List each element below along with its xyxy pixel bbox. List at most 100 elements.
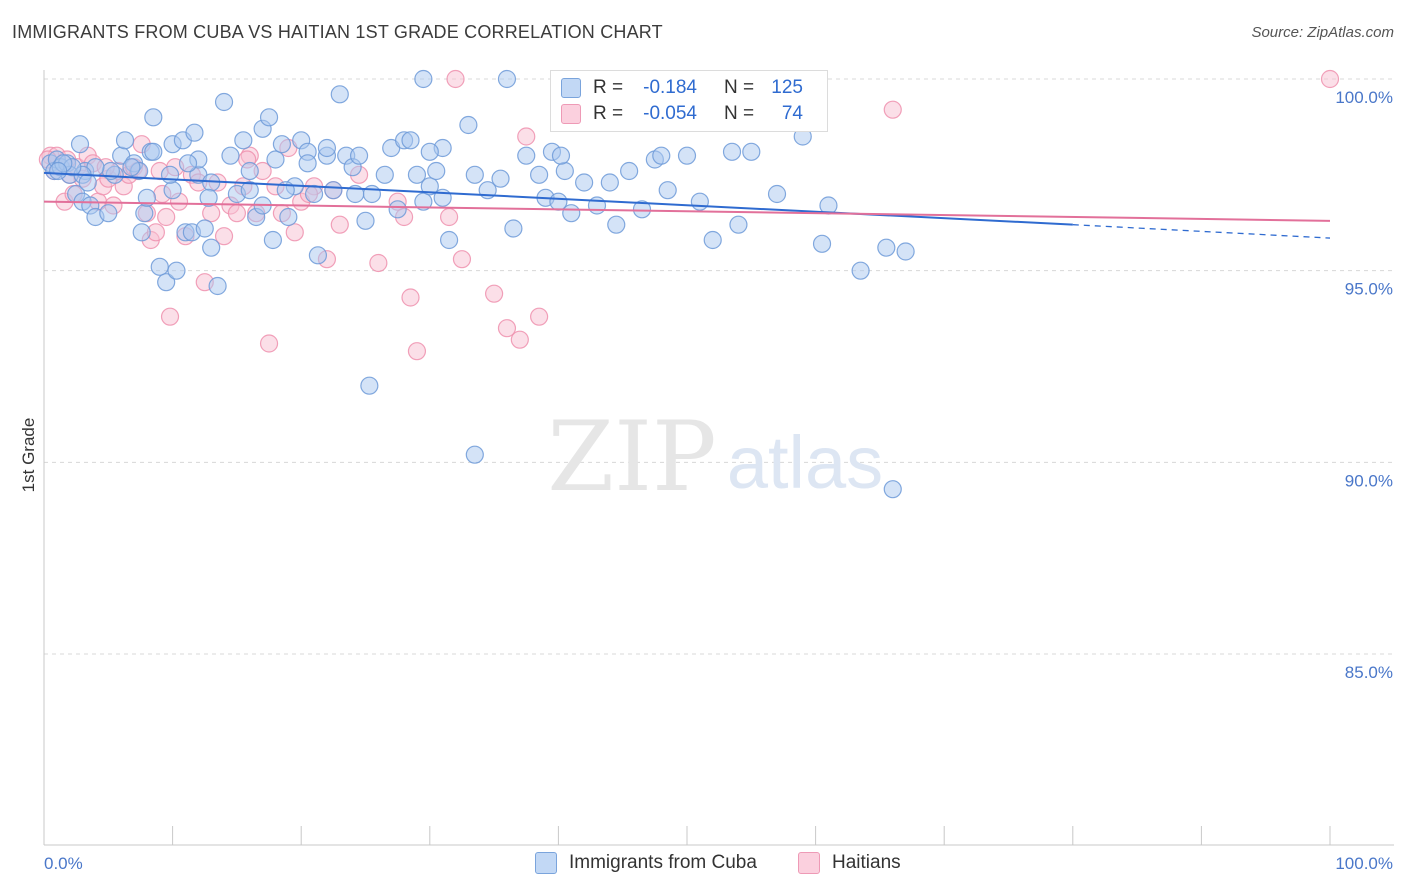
y-tick-label: 100.0% <box>1335 88 1393 107</box>
legend-r-label: R = <box>593 103 624 124</box>
cuba-point <box>144 108 163 127</box>
legend-item-cuba: Immigrants from Cuba <box>535 852 757 874</box>
cuba-point <box>178 154 198 173</box>
legend-label-haiti: Haitians <box>832 852 901 873</box>
legend-label-cuba: Immigrants from Cuba <box>569 852 757 873</box>
legend-swatch-haiti <box>561 104 581 124</box>
y-tick-label: 85.0% <box>1345 663 1393 682</box>
cuba-point <box>551 146 571 165</box>
haiti-point <box>510 330 529 349</box>
legend-n-label: N = <box>723 77 755 98</box>
cuba-point <box>420 177 439 196</box>
cuba-point <box>132 223 151 242</box>
cuba-point <box>304 184 324 204</box>
axis-layer: 85.0% 90.0% 95.0% 100.0% 0.0% 100.0% <box>43 70 1394 873</box>
cuba-point <box>575 173 594 192</box>
legend-n-value: 74 <box>781 103 803 124</box>
cuba-point <box>491 169 510 188</box>
cuba-point <box>607 215 626 234</box>
cuba-point <box>690 192 709 211</box>
cuba-point <box>240 181 259 200</box>
series-legend: Immigrants from Cuba Haitians <box>0 852 1406 878</box>
legend-swatch-cuba <box>561 78 581 98</box>
legend-swatch-haiti <box>798 852 820 874</box>
haiti-point <box>157 207 176 227</box>
watermark-atlas: atlas <box>727 421 883 504</box>
haiti-point <box>285 223 304 242</box>
haiti-point <box>530 307 549 326</box>
cuba-point <box>459 115 478 135</box>
cuba-point <box>632 200 652 219</box>
haiti-point <box>883 100 902 119</box>
haiti-point <box>214 227 234 246</box>
haiti-point <box>160 307 180 326</box>
cuba-point <box>658 181 677 200</box>
cuba-point <box>99 204 118 223</box>
haiti-point <box>401 288 420 307</box>
legend-r-value: -0.184 <box>643 77 697 98</box>
cuba-point <box>266 150 285 169</box>
legend-row-haiti: R = -0.054 N = 74 <box>561 101 803 127</box>
y-axis-label: 1st Grade <box>19 418 38 493</box>
cuba-trend-line <box>43 171 1073 226</box>
cuba-point <box>530 165 549 184</box>
cuba-point <box>163 181 182 200</box>
cuba-point <box>135 204 154 223</box>
cuba-point <box>555 161 574 181</box>
cuba-point <box>414 192 433 211</box>
cuba-point <box>272 135 292 154</box>
cuba-point <box>234 131 253 150</box>
x-tick-label: 0.0% <box>44 854 83 873</box>
y-tick-label: 95.0% <box>1345 280 1393 299</box>
cuba-point <box>202 238 221 257</box>
cuba-point <box>497 69 517 89</box>
stats-legend: R = -0.184 N = 125 R = -0.054 N = 74 <box>550 70 828 132</box>
cuba-point <box>620 161 639 181</box>
cuba-point <box>221 146 240 165</box>
haiti-point <box>1320 69 1340 89</box>
legend-swatch-cuba <box>535 852 557 874</box>
cuba-point <box>600 173 619 192</box>
watermark: ZIP atlas <box>547 401 883 513</box>
cuba-point <box>324 181 343 200</box>
cuba-point <box>896 242 915 261</box>
cuba-point <box>70 135 90 154</box>
cuba-point <box>356 211 375 230</box>
cuba-point <box>465 165 484 184</box>
cuba-point <box>330 85 349 104</box>
cuba-point <box>150 257 169 276</box>
haiti-point <box>497 319 517 338</box>
legend-item-haiti: Haitians <box>798 852 901 874</box>
cuba-point <box>420 142 439 161</box>
cuba-point <box>240 161 259 181</box>
haiti-point <box>517 127 536 146</box>
x-tick-label: 100.0% <box>1335 854 1393 873</box>
cuba-point <box>703 230 722 250</box>
cuba-point <box>360 376 379 395</box>
cuba-point <box>652 146 671 165</box>
haiti-point <box>369 253 388 273</box>
cuba-point <box>504 219 523 238</box>
cuba-point <box>349 146 369 165</box>
cuba-point <box>517 146 536 165</box>
cuba-point <box>439 230 459 250</box>
cuba-point <box>208 276 227 296</box>
legend-r-value: -0.054 <box>643 103 697 124</box>
haiti-point <box>485 284 504 303</box>
trend-layer <box>43 171 1331 239</box>
haiti-point <box>330 215 349 234</box>
cuba-point <box>298 154 317 173</box>
cuba-point <box>883 480 902 499</box>
cuba-point <box>722 142 742 161</box>
cuba-point <box>388 200 407 219</box>
chart-title: IMMIGRANTS FROM CUBA VS HAITIAN 1ST GRAD… <box>12 22 663 42</box>
cuba-point <box>214 92 234 112</box>
cuba-point <box>414 69 433 89</box>
haiti-point <box>452 250 472 269</box>
cuba-point <box>562 204 581 223</box>
cuba-point <box>115 131 135 150</box>
cuba-point <box>263 230 283 250</box>
cuba-point <box>122 158 141 177</box>
cuba-point <box>78 173 97 192</box>
cuba-point <box>677 146 697 165</box>
